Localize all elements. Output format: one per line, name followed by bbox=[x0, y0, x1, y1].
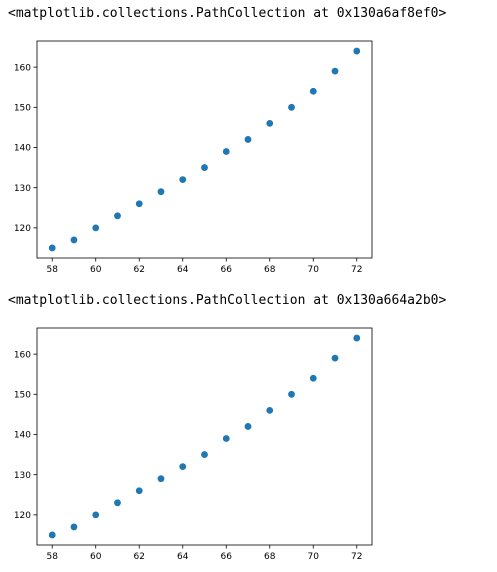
y-tick-label: 160 bbox=[14, 63, 31, 73]
scatter-point bbox=[309, 374, 317, 382]
scatter-point bbox=[92, 511, 100, 519]
scatter-point bbox=[266, 406, 274, 414]
x-tick-label: 60 bbox=[90, 265, 102, 275]
scatter-point bbox=[70, 523, 78, 531]
scatter-point bbox=[309, 87, 317, 95]
y-tick-label: 150 bbox=[14, 391, 31, 401]
scatter-point bbox=[201, 164, 208, 171]
x-tick-label: 62 bbox=[134, 265, 145, 275]
y-tick-label: 120 bbox=[14, 224, 31, 234]
scatter-point bbox=[135, 487, 143, 495]
y-tick-label: 140 bbox=[14, 144, 31, 154]
x-tick-label: 58 bbox=[47, 552, 59, 562]
scatter-plot: 58 60 62 64 66 68 70 72 120 130 140 150 160 bbox=[14, 327, 373, 562]
scatter-point bbox=[48, 244, 56, 252]
scatter-point bbox=[288, 390, 295, 398]
cell-output-repr: <matplotlib.collections.PathCollection a… bbox=[8, 6, 447, 21]
x-tick-label: 72 bbox=[351, 552, 362, 562]
scatter-point bbox=[179, 463, 187, 471]
y-tick-label: 130 bbox=[14, 471, 31, 481]
scatter-point bbox=[114, 499, 121, 507]
y-tick-label: 120 bbox=[14, 511, 31, 521]
scatter-point bbox=[266, 119, 274, 127]
x-tick-label: 60 bbox=[90, 552, 102, 562]
scatter-point bbox=[222, 435, 230, 442]
x-tick-label: 64 bbox=[177, 552, 189, 562]
scatter-point bbox=[70, 236, 78, 244]
scatter-plot: 58 60 62 64 66 68 70 72 120 130 140 150 160 bbox=[14, 40, 373, 275]
x-tick-label: 66 bbox=[221, 265, 233, 275]
cell-output-repr: <matplotlib.collections.PathCollection a… bbox=[8, 293, 447, 308]
scatter-point bbox=[353, 334, 361, 342]
scatter-point bbox=[244, 136, 252, 143]
scatter-point bbox=[157, 475, 165, 483]
x-tick-label: 66 bbox=[221, 552, 233, 562]
x-tick-label: 70 bbox=[308, 552, 320, 562]
x-tick-label: 72 bbox=[351, 265, 362, 275]
scatter-point bbox=[331, 67, 339, 75]
scatter-point bbox=[179, 176, 187, 184]
x-tick-label: 62 bbox=[134, 552, 145, 562]
scatter-point bbox=[157, 188, 165, 196]
x-tick-label: 58 bbox=[47, 265, 59, 275]
scatter-point bbox=[92, 224, 100, 232]
y-tick-label: 130 bbox=[14, 184, 31, 194]
y-tick-label: 160 bbox=[14, 350, 31, 360]
x-tick-label: 70 bbox=[308, 265, 320, 275]
scatter-point bbox=[331, 354, 339, 362]
y-tick-label: 140 bbox=[14, 431, 31, 441]
scatter-point bbox=[222, 148, 230, 155]
y-tick-label: 150 bbox=[14, 104, 31, 114]
scatter-point bbox=[353, 47, 361, 55]
x-tick-label: 64 bbox=[177, 265, 189, 275]
x-tick-label: 68 bbox=[264, 552, 276, 562]
axes-frame bbox=[36, 327, 373, 546]
scatter-point bbox=[244, 423, 252, 430]
scatter-point bbox=[288, 103, 295, 111]
axes-frame bbox=[36, 40, 373, 259]
scatter-point bbox=[135, 200, 143, 208]
scatter-point bbox=[48, 531, 56, 539]
scatter-point bbox=[114, 212, 121, 220]
scatter-point bbox=[201, 451, 208, 458]
x-tick-label: 68 bbox=[264, 265, 276, 275]
